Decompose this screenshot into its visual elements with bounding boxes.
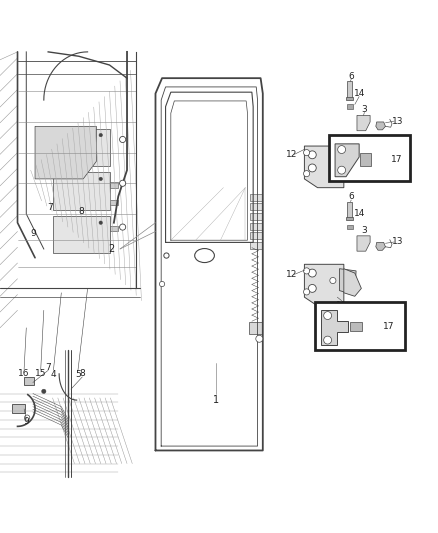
Circle shape [308, 269, 316, 277]
Text: 7: 7 [45, 363, 51, 372]
Bar [315, 302, 405, 350]
Circle shape [159, 281, 165, 287]
Circle shape [338, 146, 346, 154]
Circle shape [324, 336, 332, 344]
Polygon shape [344, 269, 361, 296]
Text: 8: 8 [79, 369, 85, 378]
Polygon shape [344, 150, 361, 175]
Text: 9: 9 [23, 417, 29, 426]
Circle shape [99, 221, 102, 224]
Circle shape [324, 312, 332, 319]
Circle shape [120, 136, 126, 142]
Circle shape [308, 285, 316, 292]
Circle shape [304, 268, 310, 274]
Circle shape [120, 180, 126, 187]
Circle shape [304, 289, 310, 295]
Bar [350, 322, 362, 332]
Bar [250, 213, 262, 220]
Text: 1: 1 [213, 395, 219, 405]
Bar [250, 204, 262, 211]
Circle shape [304, 150, 310, 156]
Polygon shape [339, 150, 356, 174]
Circle shape [308, 164, 316, 172]
Bar [347, 104, 353, 109]
Bar [347, 225, 353, 229]
Text: 5: 5 [75, 370, 81, 379]
Bar [12, 403, 25, 413]
Bar [250, 242, 262, 249]
Bar [250, 194, 262, 201]
Bar [328, 135, 410, 181]
Text: 2: 2 [109, 244, 115, 254]
Text: 10: 10 [342, 170, 353, 179]
Text: 16: 16 [18, 369, 30, 378]
Bar [53, 128, 110, 166]
Polygon shape [35, 126, 96, 179]
Bar [110, 182, 118, 188]
Bar [53, 216, 110, 253]
Bar [250, 232, 262, 239]
Bar [110, 226, 118, 231]
Text: 7: 7 [47, 203, 53, 212]
Circle shape [120, 224, 126, 230]
Text: 17: 17 [391, 155, 402, 164]
Polygon shape [376, 122, 385, 130]
Circle shape [99, 133, 102, 137]
Polygon shape [304, 146, 344, 188]
Polygon shape [304, 264, 344, 306]
Circle shape [330, 158, 336, 165]
Text: 13: 13 [392, 238, 403, 246]
Bar [346, 216, 353, 220]
Polygon shape [335, 144, 359, 177]
Text: 17: 17 [383, 322, 395, 332]
Text: 3: 3 [361, 105, 367, 114]
Text: 14: 14 [353, 88, 365, 98]
Circle shape [304, 171, 310, 177]
Text: 6: 6 [348, 72, 354, 81]
Bar [346, 96, 353, 100]
Text: 9: 9 [30, 229, 36, 238]
Circle shape [308, 151, 316, 159]
Bar [249, 322, 262, 334]
Circle shape [338, 166, 346, 174]
Polygon shape [357, 115, 370, 131]
Text: 8: 8 [78, 207, 84, 216]
Text: 6: 6 [348, 192, 354, 201]
Text: 4: 4 [51, 370, 56, 379]
Text: 3: 3 [361, 226, 367, 235]
Bar [347, 201, 352, 219]
Circle shape [42, 389, 46, 393]
Circle shape [99, 177, 102, 181]
Bar [110, 200, 118, 205]
Bar [347, 81, 352, 98]
Bar [24, 377, 34, 385]
Polygon shape [339, 269, 356, 295]
Bar [250, 223, 262, 230]
Text: 15: 15 [35, 369, 46, 378]
Bar [360, 152, 371, 166]
Polygon shape [357, 236, 370, 251]
Text: 12: 12 [286, 150, 297, 159]
Text: 14: 14 [353, 209, 365, 219]
Polygon shape [376, 243, 385, 251]
Bar [53, 172, 110, 209]
Circle shape [164, 253, 169, 258]
Circle shape [256, 335, 263, 342]
Circle shape [25, 415, 30, 420]
Polygon shape [321, 310, 348, 345]
Text: 12: 12 [286, 270, 297, 279]
Text: 11: 11 [336, 301, 347, 310]
Circle shape [330, 278, 336, 284]
Text: 13: 13 [392, 117, 403, 126]
